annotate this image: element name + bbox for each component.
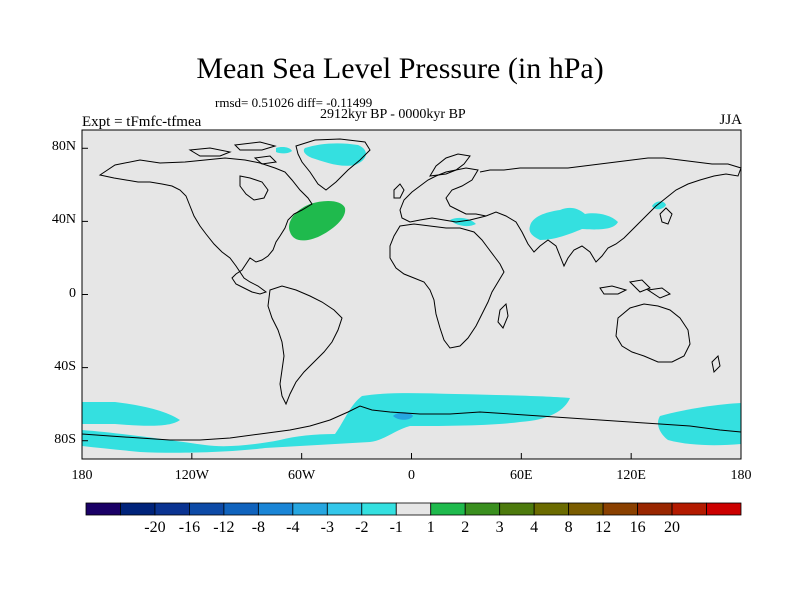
anomaly-north-atlantic-positive [289, 200, 346, 241]
coastlines [81, 138, 742, 441]
colorbar-label: -1 [389, 519, 403, 536]
coastline-africa [389, 223, 505, 349]
anomaly-greenland-negative [303, 143, 366, 166]
lon-tick-label: 120E [616, 468, 646, 483]
colorbar-swatch [499, 502, 535, 516]
colorbar-swatch [154, 502, 190, 516]
anomaly-asia-negative [529, 207, 618, 240]
colorbar-swatch [464, 502, 501, 516]
colorbar-swatch [637, 502, 673, 516]
colorbar-label: 1 [426, 519, 435, 536]
colorbar-swatch [706, 502, 742, 516]
colorbar-label: -8 [251, 519, 266, 536]
lat-tick-marks [82, 147, 88, 442]
colorbar-label: 8 [564, 519, 573, 536]
coastline-north-america [98, 157, 313, 295]
colorbar [85, 502, 742, 516]
time-period-label: 2912kyr BP - 0000kyr BP [320, 107, 466, 122]
coastline-scandinavia [429, 153, 471, 177]
anomaly-southern-ocean-belt [82, 393, 570, 453]
coastline-new-zealand [711, 354, 721, 374]
colorbar-label: -4 [286, 519, 300, 536]
coastline-greenland [295, 138, 371, 191]
colorbar-swatch [395, 502, 432, 516]
rmsd-diff-stats: rmsd= 0.51026 diff= -0.11499 [215, 95, 373, 110]
colorbar-swatch [223, 502, 259, 516]
coastline-antarctica [81, 405, 742, 441]
colorbar-swatch [85, 502, 121, 516]
lat-tick-label: 80S [54, 431, 76, 447]
colorbar-label: 16 [629, 519, 646, 536]
colorbar-label: -16 [178, 519, 201, 536]
colorbar-swatch [326, 502, 363, 516]
chart-title: Mean Sea Level Pressure (in hPa) [196, 52, 604, 85]
lon-tick-label: 180 [730, 468, 752, 483]
lon-tick-label: 60W [288, 468, 316, 483]
colorbar-swatch [292, 502, 328, 516]
colorbar-label: -2 [355, 519, 369, 536]
lat-tick-label: 0 [69, 285, 76, 301]
coastline-europe [399, 167, 487, 223]
colorbar-swatch [120, 502, 156, 516]
colorbar-label: 12 [595, 519, 612, 536]
coastline-arctic-islands [188, 141, 278, 165]
colorbar-label: 3 [495, 519, 504, 536]
coastline-british-isles [393, 183, 405, 199]
coastline-australia [615, 303, 691, 363]
colorbar-label: 20 [664, 519, 681, 536]
lon-tick-marks [81, 453, 742, 459]
coastline-se-asia-islands [599, 279, 672, 299]
anomaly-southern-ocean-east [657, 403, 741, 446]
lon-tick-label: 0 [408, 468, 415, 483]
colorbar-swatch [602, 502, 638, 516]
colorbar-label: 4 [530, 519, 539, 536]
colorbar-swatch [533, 502, 570, 516]
lon-tick-label: 120W [174, 468, 209, 483]
colorbar-label: -12 [213, 519, 235, 536]
experiment-label: Expt = tFmfc-tfmea [82, 114, 202, 130]
colorbar-label: -20 [144, 519, 166, 536]
colorbar-swatch [189, 502, 225, 516]
colorbar-swatch [257, 502, 294, 516]
colorbar-swatch [671, 502, 707, 516]
anomaly-fills [82, 143, 741, 453]
lon-tick-label: 180 [71, 468, 93, 483]
coastline-japan [659, 207, 673, 225]
lat-tick-label: 40N [51, 212, 76, 228]
anomaly-antarctic-minus3 [393, 412, 413, 420]
anomaly-southern-ocean-west [82, 402, 180, 426]
lat-tick-label: 80N [51, 139, 76, 155]
lon-tick-label: 60E [510, 468, 533, 483]
colorbar-swatch [361, 502, 397, 516]
colorbar-swatch [430, 502, 466, 516]
anomaly-east-asia-negative [652, 201, 666, 210]
anomaly-arctic-canada-negative [276, 147, 292, 154]
coastline-hudson-bay [239, 175, 269, 201]
coastline-south-america [267, 285, 343, 406]
lat-tick-label: 40S [54, 358, 76, 374]
season-label: JJA [719, 112, 742, 128]
coastline-madagascar [497, 302, 509, 329]
colorbar-label: -3 [320, 519, 334, 536]
colorbar-swatch [568, 502, 604, 516]
coastline-asia [479, 157, 742, 268]
colorbar-label: 2 [461, 519, 470, 536]
